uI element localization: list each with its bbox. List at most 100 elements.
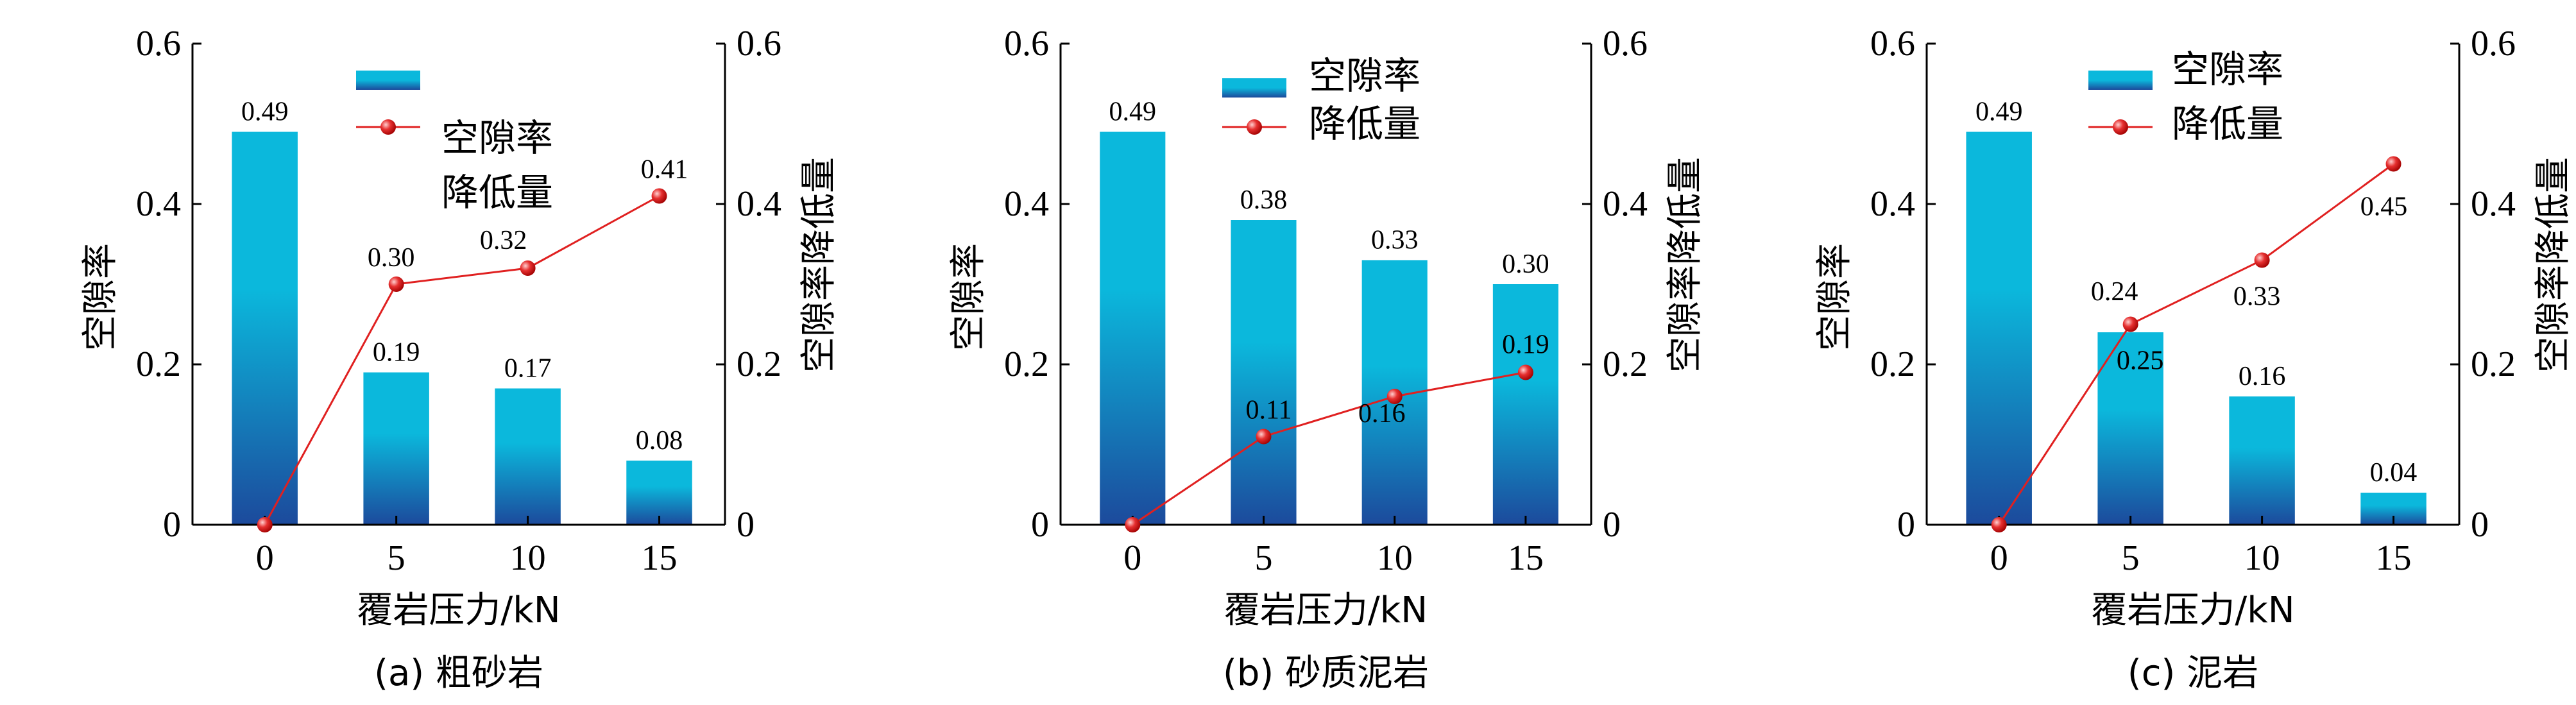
line-series [1132, 371, 1526, 526]
chart-panel-3: 0.49 0.24 0.16 0.04 0 0.2 0.4 0.6 0 0.2 0.4 0.6 0 5 10… [1814, 24, 2574, 694]
bar-15 [1492, 284, 1558, 525]
y2-tick-label: 0.6 [2471, 24, 2516, 64]
line-value-label: 0.16 [1358, 399, 1406, 429]
y-tick-label: 0.6 [136, 24, 181, 64]
line-point-15 [1517, 364, 1533, 380]
legend-line-label-2: 降低量 [441, 171, 553, 214]
x-tick-label: 5 [388, 538, 405, 578]
x-tick-label: 0 [256, 538, 274, 578]
y-tick-label: 0 [163, 505, 181, 545]
line-point-15 [2385, 156, 2401, 172]
y-axis-title-right: 空隙率降低量 [1664, 157, 1706, 373]
line-value-label: 0.32 [480, 226, 527, 255]
bar-5 [363, 372, 429, 525]
bar-0 [1966, 132, 2032, 525]
x-tick-label: 15 [2376, 538, 2412, 578]
line-value-label: 0.19 [1502, 330, 1549, 360]
line-point-0 [1125, 517, 1141, 532]
y2-tick-label: 0.4 [1603, 184, 1648, 224]
y-axis-title-right: 空隙率降低量 [2532, 157, 2574, 373]
bar-value-label: 0.19 [373, 338, 420, 368]
panel-caption: (c) 泥岩 [2128, 652, 2258, 694]
y-axis-title-right: 空隙率降低量 [798, 157, 840, 373]
legend-line-marker [2113, 119, 2128, 135]
bar-0 [1100, 132, 1166, 525]
y2-tick-label: 0 [2471, 505, 2489, 545]
line-value-label: 0.30 [368, 243, 415, 273]
panel-caption: (a) 粗砂岩 [374, 652, 543, 694]
bar-10 [495, 388, 561, 525]
bar-5 [2097, 332, 2163, 525]
line-point-0 [1991, 517, 2007, 532]
x-axis-title: 覆岩压力/kN [2091, 590, 2294, 631]
y-axis-title-left: 空隙率 [948, 243, 989, 351]
x-tick-label: 15 [642, 538, 678, 578]
bar-value-label: 0.16 [2239, 362, 2286, 391]
line-value-label: 0.33 [2233, 282, 2281, 312]
bar-10 [2229, 396, 2295, 525]
bar-0 [232, 132, 298, 525]
bar-value-label: 0.49 [241, 98, 289, 127]
line-point-0 [257, 517, 273, 532]
legend-line-label: 降低量 [1309, 102, 1420, 146]
x-tick-label: 0 [1123, 538, 1141, 578]
legend-bar-label: 空隙率 [2172, 47, 2283, 91]
x-tick-label: 0 [1990, 538, 2008, 578]
bar-value-label: 0.49 [1109, 98, 1157, 127]
bar-value-label: 0.33 [1371, 226, 1419, 255]
y-tick-label: 0 [1897, 505, 1915, 545]
y2-tick-label: 0.4 [2471, 184, 2516, 224]
y2-tick-label: 0.4 [737, 184, 781, 224]
chart-panel-2: 0.49 0.38 0.33 0.30 0 0.2 0.4 0.6 0 0.2 0.4 0.6 0 5 10… [948, 24, 1706, 694]
line-value-label: 0.41 [641, 155, 688, 185]
y-tick-label: 0.4 [136, 184, 181, 224]
y2-tick-label: 0.6 [1603, 24, 1648, 64]
line-series [1998, 163, 2394, 525]
legend-bar-label: 空隙率 [1309, 54, 1420, 98]
bar-value-label: 0.38 [1240, 185, 1288, 215]
x-tick-label: 15 [1508, 538, 1544, 578]
y2-tick-label: 0.2 [1603, 344, 1648, 384]
line-value-label: 0.25 [2117, 346, 2164, 376]
x-tick-label: 5 [2122, 538, 2140, 578]
bar-value-label: 0.08 [636, 426, 683, 455]
legend-line-marker [380, 119, 396, 135]
bar-15 [626, 461, 692, 525]
y2-tick-label: 0 [737, 505, 755, 545]
y-tick-label: 0.4 [1870, 184, 1915, 224]
line-value-label: 0.45 [2360, 192, 2408, 222]
y-tick-label: 0.2 [1004, 344, 1049, 384]
x-axis-title: 覆岩压力/kN [1224, 590, 1428, 631]
y2-tick-label: 0.6 [737, 24, 781, 64]
y2-tick-label: 0.2 [2471, 344, 2516, 384]
panel-caption: (b) 砂质泥岩 [1223, 652, 1429, 694]
bar-value-label: 0.04 [2370, 458, 2418, 488]
line-point-10 [2254, 252, 2270, 268]
y-tick-label: 0.2 [1870, 344, 1915, 384]
legend-line-label: 降低量 [2172, 102, 2283, 146]
legend-bar-swatch [356, 71, 420, 90]
y-tick-label: 0.6 [1004, 24, 1049, 64]
line-point-15 [651, 188, 667, 204]
y-axis-title-left: 空隙率 [1814, 243, 1855, 351]
legend-bar-swatch [1222, 78, 1286, 98]
x-tick-label: 10 [510, 538, 546, 578]
bar-value-label: 0.17 [504, 354, 552, 384]
x-tick-label: 10 [2244, 538, 2280, 578]
line-series [264, 195, 660, 525]
legend-bar-swatch [2088, 71, 2153, 90]
y-tick-label: 0.2 [136, 344, 181, 384]
chart-panel-1: 0.49 0.19 0.17 0.08 0 0.2 0.4 0.6 0 0.2 0.4 0.6 0 5 10… [80, 24, 840, 694]
y-tick-label: 0.6 [1870, 24, 1915, 64]
line-point-5 [388, 276, 404, 292]
y-tick-label: 0 [1031, 505, 1049, 545]
line-point-10 [520, 260, 536, 276]
legend-line-label-1: 空隙率 [441, 116, 553, 160]
legend-line-marker [1247, 119, 1262, 135]
x-tick-label: 10 [1377, 538, 1413, 578]
y2-tick-label: 0.2 [737, 344, 781, 384]
bar-5 [1231, 220, 1297, 525]
x-axis-title: 覆岩压力/kN [357, 590, 560, 631]
y-tick-label: 0.4 [1004, 184, 1049, 224]
